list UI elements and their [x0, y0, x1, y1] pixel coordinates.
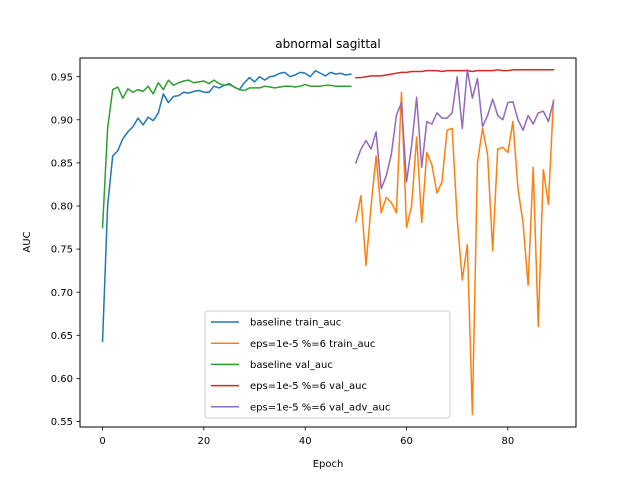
y-tick-label: 0.55 [51, 417, 73, 428]
y-tick-label: 0.70 [51, 288, 73, 299]
legend-label-3: baseline val_auc [250, 360, 333, 371]
x-tick-label: 80 [501, 436, 514, 447]
y-tick-label: 0.75 [51, 245, 73, 256]
x-axis-ticks: 0 20 40 60 80 [99, 427, 514, 447]
legend-label-1: baseline train_auc [250, 318, 341, 329]
x-axis-label: Epoch [313, 459, 344, 470]
y-tick-label: 0.60 [51, 374, 73, 385]
y-axis-ticks: 0.55 0.60 0.65 0.70 0.75 0.80 0.85 0.90 0.95 [51, 72, 80, 428]
series-line-5 [354, 69, 555, 190]
legend-label-2: eps=1e-5 %=6 train_auc [250, 339, 375, 350]
y-tick-label: 0.95 [51, 72, 73, 83]
chart-title: abnormal sagittal [275, 37, 381, 51]
x-tick-label: 60 [400, 436, 413, 447]
series-lines [101, 69, 555, 416]
legend-label-5: eps=1e-5 %=6 val_adv_auc [250, 402, 390, 413]
series-line-2 [354, 91, 555, 416]
y-tick-label: 0.80 [51, 202, 73, 213]
legend-label-4: eps=1e-5 %=6 val_auc [250, 381, 367, 392]
legend-frame [204, 310, 451, 419]
plot-frame [79, 57, 577, 428]
y-tick-label: 0.85 [51, 158, 73, 169]
series-line-3 [101, 79, 352, 229]
x-tick-label: 0 [99, 436, 105, 447]
plot-area: 0 20 40 60 80 0.550.600.650.700.750.800.850.… [51, 57, 577, 447]
x-tick-label: 20 [198, 436, 211, 447]
y-tick-label: 0.65 [51, 331, 73, 342]
x-tick-label: 40 [299, 436, 312, 447]
y-tick-label: 0.90 [51, 115, 73, 126]
series-line-4 [355, 69, 555, 79]
legend: baseline train_auc eps=1e-5 %=6 train_auc… [204, 310, 451, 419]
y-axis-label: AUC [22, 231, 33, 252]
